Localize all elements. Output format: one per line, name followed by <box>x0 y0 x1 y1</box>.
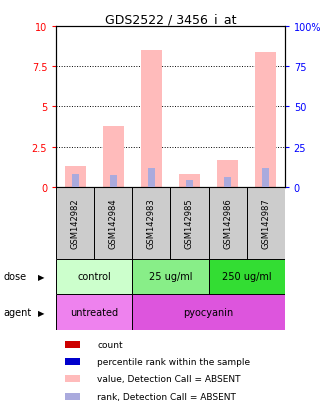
Bar <box>56 188 94 259</box>
Bar <box>66 393 80 400</box>
Bar <box>94 188 132 259</box>
Bar <box>170 188 209 259</box>
Bar <box>179 175 200 188</box>
Bar <box>217 160 238 188</box>
Bar <box>56 294 132 330</box>
Bar <box>65 166 86 188</box>
Text: rank, Detection Call = ABSENT: rank, Detection Call = ABSENT <box>97 392 236 401</box>
Text: 250 ug/ml: 250 ug/ml <box>222 272 271 282</box>
Title: GDS2522 / 3456_i_at: GDS2522 / 3456_i_at <box>105 13 236 26</box>
Text: dose: dose <box>3 272 26 282</box>
Bar <box>255 52 276 188</box>
Text: value, Detection Call = ABSENT: value, Detection Call = ABSENT <box>97 375 241 384</box>
Bar <box>186 180 193 188</box>
Bar <box>209 188 247 259</box>
Bar <box>224 178 231 188</box>
Text: GSM142987: GSM142987 <box>261 198 270 249</box>
Bar <box>132 259 209 294</box>
Bar <box>56 259 132 294</box>
Bar <box>110 176 117 188</box>
Text: GSM142984: GSM142984 <box>109 198 118 249</box>
Text: percentile rank within the sample: percentile rank within the sample <box>97 357 251 366</box>
Bar <box>103 126 124 188</box>
Bar <box>66 375 80 382</box>
Bar <box>71 175 79 188</box>
Text: ▶: ▶ <box>38 272 45 281</box>
Text: pyocyanin: pyocyanin <box>183 308 234 318</box>
Text: GSM142986: GSM142986 <box>223 198 232 249</box>
Bar <box>66 358 80 365</box>
Text: GSM142982: GSM142982 <box>71 198 80 249</box>
Text: untreated: untreated <box>70 308 118 318</box>
Bar <box>247 188 285 259</box>
Text: control: control <box>77 272 111 282</box>
Bar <box>66 341 80 348</box>
Bar <box>132 188 170 259</box>
Text: GSM142983: GSM142983 <box>147 198 156 249</box>
Text: agent: agent <box>3 308 31 318</box>
Text: GSM142985: GSM142985 <box>185 198 194 249</box>
Text: ▶: ▶ <box>38 308 45 317</box>
Bar <box>141 51 162 188</box>
Text: 25 ug/ml: 25 ug/ml <box>149 272 192 282</box>
Bar <box>209 259 285 294</box>
Bar <box>148 168 155 188</box>
Bar <box>132 294 285 330</box>
Text: count: count <box>97 340 123 349</box>
Bar <box>262 169 269 188</box>
